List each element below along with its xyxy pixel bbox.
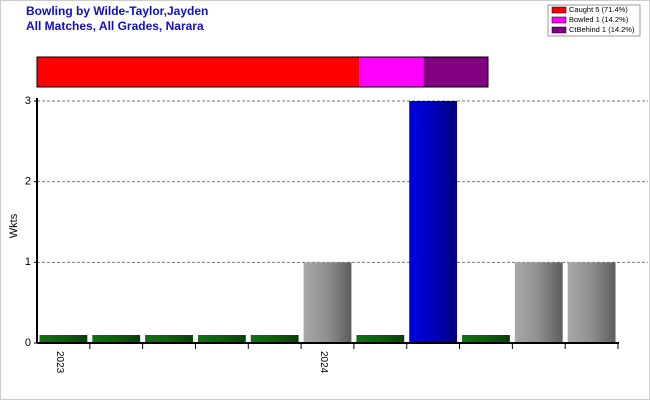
bar: [567, 262, 616, 343]
chart-title: Bowling by Wilde-Taylor,Jayden: [26, 4, 208, 18]
y-tick-label: 2: [25, 176, 31, 188]
legend-label: Bowled 1 (14.2%): [569, 15, 629, 24]
bar: [145, 335, 193, 343]
legend-swatch: [551, 6, 567, 14]
bar: [514, 262, 563, 343]
y-tick-label: 0: [25, 337, 31, 349]
bar: [356, 335, 405, 343]
legend-label: Caught 5 (71.4%): [569, 5, 628, 14]
x-tick-label: 2024: [318, 351, 329, 374]
dismissal-segment: [37, 57, 360, 87]
dismissal-segment: [423, 57, 488, 87]
chart-subtitle: All Matches, All Grades, Narara: [26, 19, 204, 33]
y-axis-label: Wkts: [8, 213, 20, 238]
dismissal-outline: [36, 56, 489, 88]
bar: [303, 262, 352, 343]
y-tick-label: 3: [25, 95, 31, 107]
dismissal-segment: [359, 57, 424, 87]
legend-swatch: [551, 26, 567, 34]
y-tick-label: 1: [25, 256, 31, 268]
bar: [409, 101, 458, 343]
x-tick-label: 2023: [54, 351, 65, 374]
bar: [92, 335, 141, 343]
legend-label: CtBehind 1 (14.2%): [569, 25, 635, 34]
legend-swatch: [551, 16, 567, 24]
bar: [39, 335, 88, 343]
bar: [250, 335, 299, 343]
bar: [197, 335, 246, 343]
bar: [462, 335, 510, 343]
